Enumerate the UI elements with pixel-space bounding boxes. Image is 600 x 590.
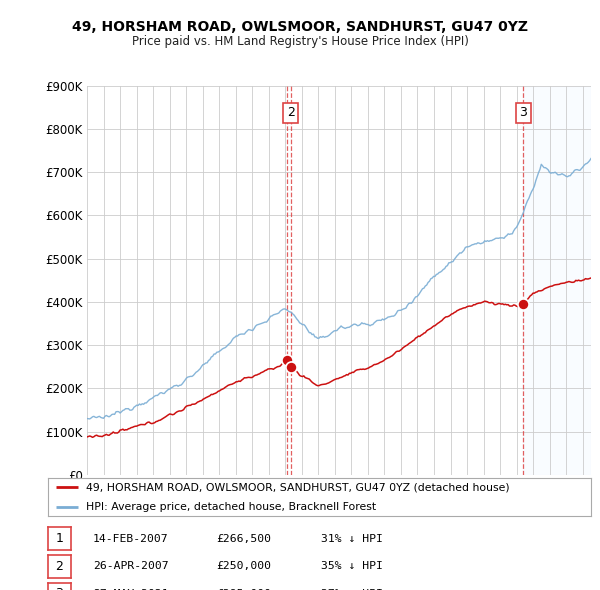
Text: 14-FEB-2007: 14-FEB-2007: [93, 533, 169, 543]
Text: 3: 3: [55, 588, 64, 590]
Text: £266,500: £266,500: [216, 533, 271, 543]
Text: 49, HORSHAM ROAD, OWLSMOOR, SANDHURST, GU47 0YZ: 49, HORSHAM ROAD, OWLSMOOR, SANDHURST, G…: [72, 19, 528, 34]
Text: 2: 2: [55, 560, 64, 573]
Text: 2: 2: [287, 106, 295, 119]
Text: £395,000: £395,000: [216, 589, 271, 590]
Text: £250,000: £250,000: [216, 561, 271, 571]
Text: 49, HORSHAM ROAD, OWLSMOOR, SANDHURST, GU47 0YZ (detached house): 49, HORSHAM ROAD, OWLSMOOR, SANDHURST, G…: [86, 483, 509, 493]
Bar: [523, 86, 591, 475]
Text: 26-APR-2007: 26-APR-2007: [93, 561, 169, 571]
Text: 27-MAY-2021: 27-MAY-2021: [93, 589, 169, 590]
Text: 37% ↓ HPI: 37% ↓ HPI: [321, 589, 383, 590]
Text: HPI: Average price, detached house, Bracknell Forest: HPI: Average price, detached house, Brac…: [86, 502, 376, 512]
Text: 31% ↓ HPI: 31% ↓ HPI: [321, 533, 383, 543]
Text: Price paid vs. HM Land Registry's House Price Index (HPI): Price paid vs. HM Land Registry's House …: [131, 35, 469, 48]
Text: 1: 1: [55, 532, 64, 545]
Text: 3: 3: [520, 106, 527, 119]
Text: 35% ↓ HPI: 35% ↓ HPI: [321, 561, 383, 571]
